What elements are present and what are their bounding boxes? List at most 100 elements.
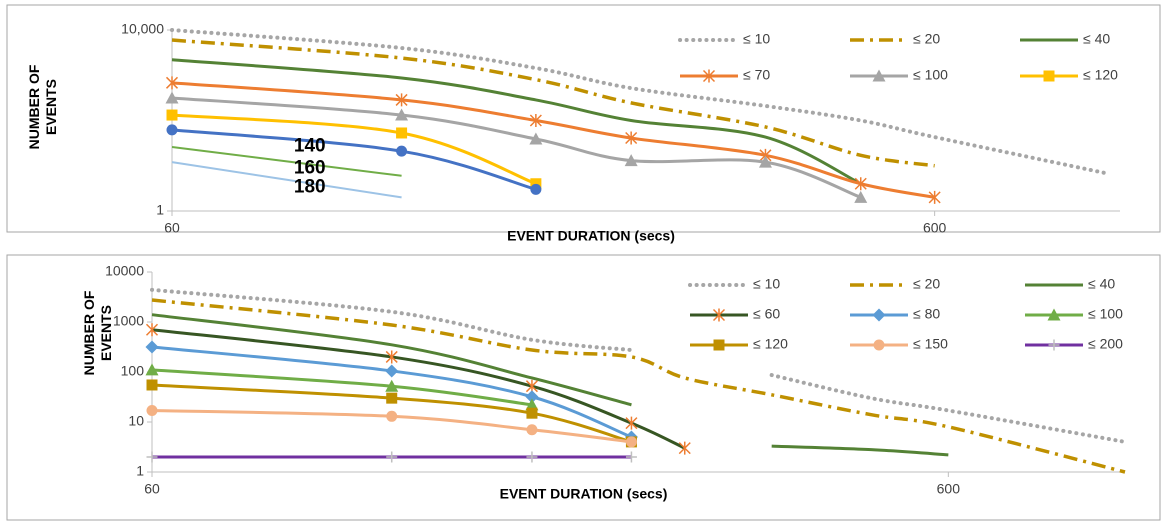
marker xyxy=(526,424,538,436)
series-label: 140 xyxy=(294,136,326,157)
series-line xyxy=(151,345,633,439)
series-line xyxy=(171,128,537,191)
marker-shape xyxy=(854,190,868,203)
marker xyxy=(146,404,158,416)
marker xyxy=(872,69,886,82)
marker xyxy=(702,69,716,83)
series-line xyxy=(171,58,862,186)
marker xyxy=(625,436,637,448)
marker xyxy=(386,392,398,404)
marker-shape xyxy=(625,416,638,430)
marker-shape xyxy=(1047,308,1061,321)
marker xyxy=(396,145,408,157)
marker xyxy=(873,339,885,351)
marker-shape xyxy=(873,339,885,351)
marker xyxy=(758,155,772,168)
marker-shape xyxy=(395,93,408,107)
y-axis-title: NUMBER OF EVENTS xyxy=(26,64,59,150)
series-line xyxy=(151,298,1126,474)
series-line xyxy=(151,383,632,444)
marker xyxy=(166,124,178,136)
marker xyxy=(530,183,542,195)
x-tick-label: 60 xyxy=(164,220,180,236)
series-line xyxy=(171,81,935,199)
y-tick-label: 10000 xyxy=(105,263,144,279)
marker-shape xyxy=(165,76,179,90)
marker-shape xyxy=(396,145,408,157)
series-line xyxy=(151,313,949,457)
marker-shape xyxy=(166,109,178,121)
series-line xyxy=(151,368,533,407)
marker xyxy=(146,379,158,391)
marker-shape xyxy=(146,404,158,416)
marker-shape xyxy=(385,379,399,392)
series-label: 180 xyxy=(294,176,326,197)
legend-label: ≤ 100 xyxy=(1088,306,1123,322)
legend-label: ≤ 40 xyxy=(1088,276,1115,292)
marker-shape xyxy=(529,132,543,145)
marker xyxy=(386,410,398,422)
legend-label: ≤ 20 xyxy=(913,31,940,47)
legend-label: ≤ 60 xyxy=(753,306,780,322)
marker-shape xyxy=(530,178,542,190)
marker-shape xyxy=(713,339,725,351)
x-axis-title: EVENT DURATION (secs) xyxy=(500,486,668,502)
legend-label: ≤ 120 xyxy=(753,336,788,352)
marker xyxy=(625,416,638,430)
legend-label: ≤ 10 xyxy=(753,276,780,292)
marker xyxy=(529,114,542,127)
marker-shape xyxy=(146,451,158,463)
chart-frame xyxy=(6,254,1161,521)
series-line xyxy=(170,28,1106,175)
x-tick-label: 60 xyxy=(144,481,160,497)
marker xyxy=(145,363,159,376)
marker xyxy=(526,451,538,463)
marker xyxy=(385,379,399,392)
marker xyxy=(529,132,543,145)
marker xyxy=(713,339,725,351)
legend-label: ≤ 150 xyxy=(913,336,948,352)
legend-label: ≤ 70 xyxy=(743,67,770,83)
marker-shape xyxy=(712,308,726,322)
marker-shape xyxy=(145,340,159,354)
marker-shape xyxy=(166,124,178,136)
marker xyxy=(928,190,941,204)
marker xyxy=(712,308,726,322)
marker-shape xyxy=(385,350,398,364)
marker-shape xyxy=(165,91,179,104)
marker-shape xyxy=(526,451,538,463)
marker-shape xyxy=(386,410,398,422)
marker-shape xyxy=(758,155,772,168)
x-tick-label: 600 xyxy=(937,481,961,497)
y-tick-label: 1000 xyxy=(113,313,144,329)
marker xyxy=(396,127,408,139)
marker xyxy=(1043,70,1055,82)
marker-shape xyxy=(386,451,398,463)
marker xyxy=(526,407,538,419)
marker-shape xyxy=(529,114,542,127)
marker-shape xyxy=(1048,339,1060,351)
legend-label: ≤ 120 xyxy=(1083,67,1118,83)
marker xyxy=(165,91,179,104)
series-line xyxy=(171,38,935,168)
legend-label: ≤ 40 xyxy=(1083,31,1110,47)
marker-shape xyxy=(525,390,539,404)
series-line xyxy=(151,408,632,444)
legend-label: ≤ 80 xyxy=(913,306,940,322)
marker xyxy=(1048,339,1060,351)
marker xyxy=(165,76,179,90)
marker-shape xyxy=(386,392,398,404)
marker xyxy=(625,451,637,463)
y-tick-label: 1 xyxy=(156,202,164,218)
y-axis-title: NUMBER OF EVENTS xyxy=(81,290,114,376)
marker xyxy=(854,177,867,191)
marker-shape xyxy=(854,177,867,191)
marker xyxy=(386,451,398,463)
marker-shape xyxy=(625,451,637,463)
marker xyxy=(146,451,158,463)
marker-shape xyxy=(702,69,716,83)
marker xyxy=(145,340,159,354)
marker xyxy=(385,350,398,364)
